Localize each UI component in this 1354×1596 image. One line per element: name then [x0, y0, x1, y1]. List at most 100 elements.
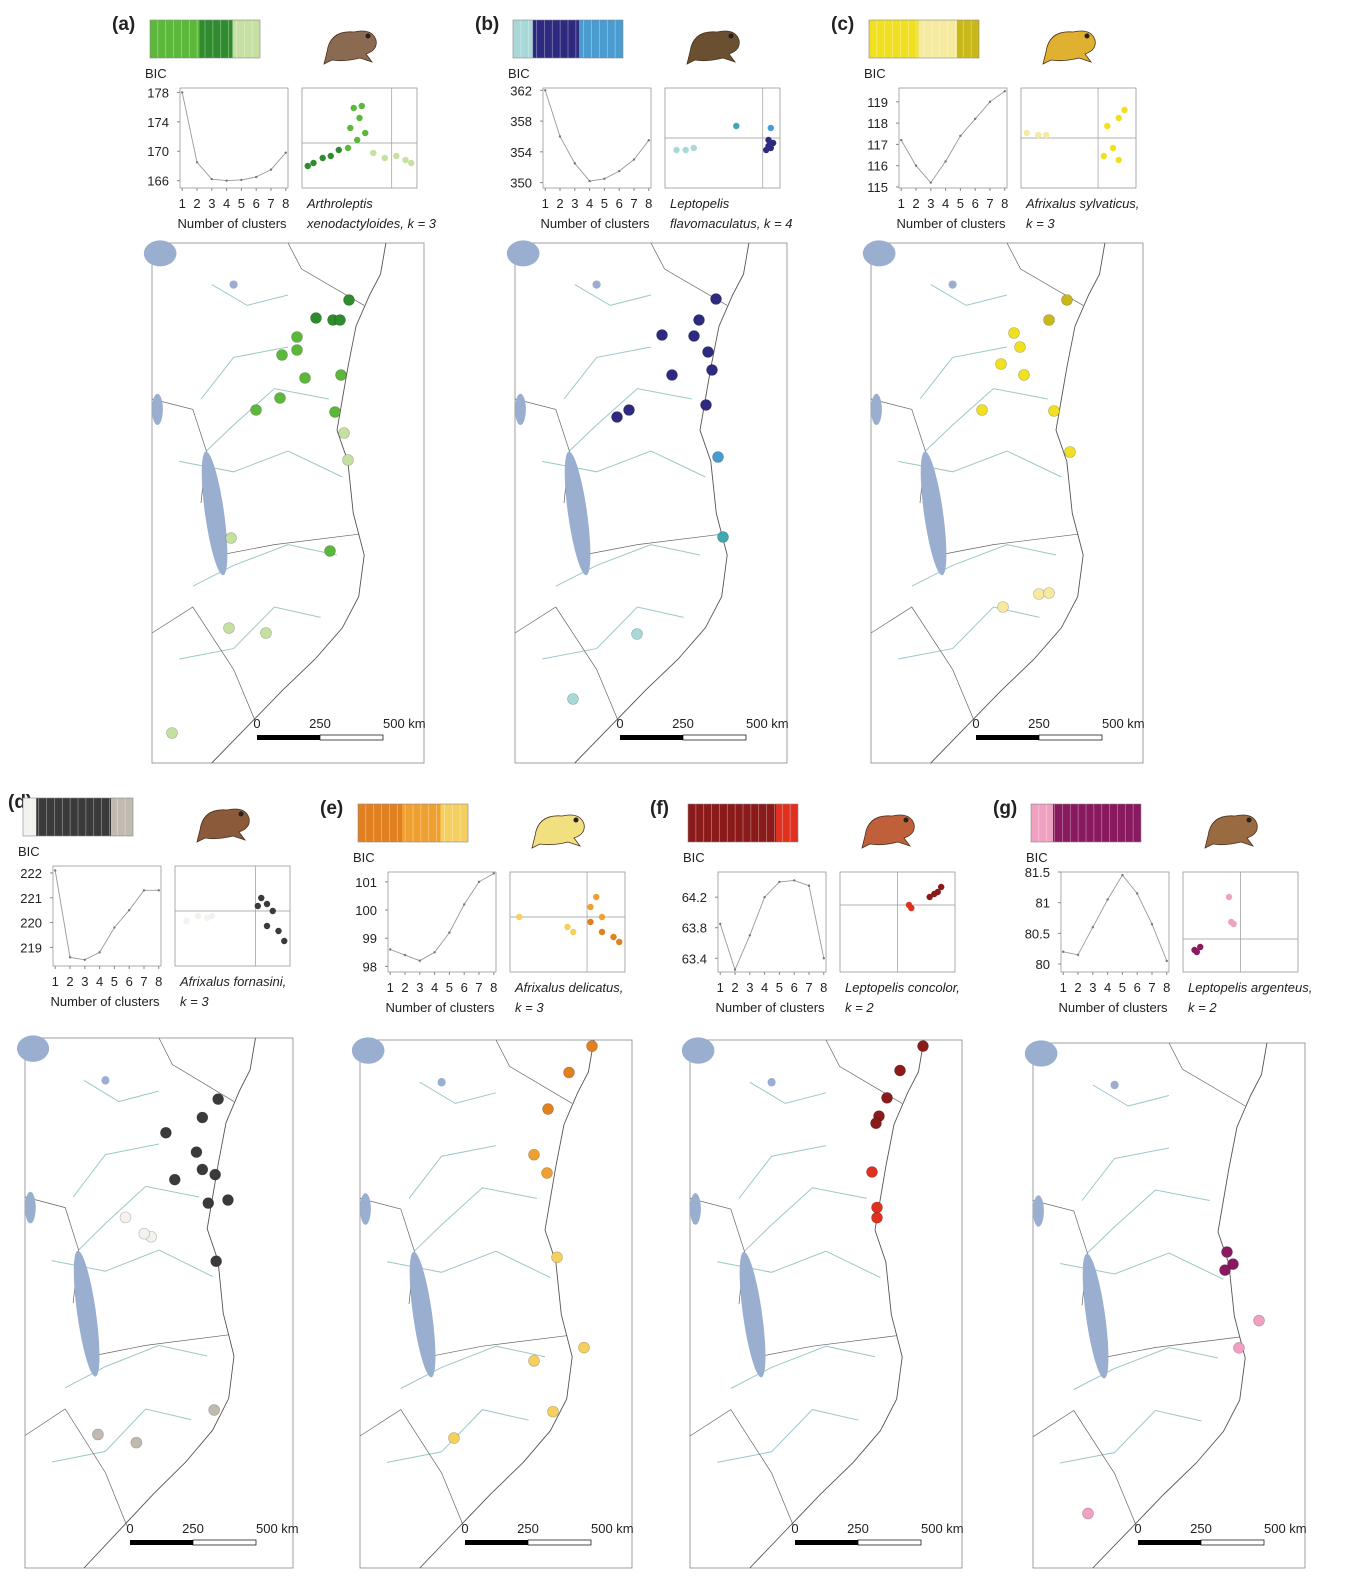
dapc-point: [616, 939, 622, 945]
y-tick-label: 81.5: [1025, 865, 1050, 880]
structure-segment: [1053, 804, 1141, 842]
site-dot: [703, 347, 714, 358]
bic-line: [390, 873, 494, 960]
dapc-point: [1024, 130, 1030, 136]
x-tick-label: 7: [986, 196, 993, 211]
site-dot: [1034, 589, 1045, 600]
site-dot: [1019, 370, 1030, 381]
x-tick-label: 3: [746, 980, 753, 995]
x-tick-label: 6: [791, 980, 798, 995]
site-dot: [667, 370, 678, 381]
scale-label: 250: [309, 716, 331, 731]
y-tick-label: 115: [867, 180, 888, 195]
x-tick-label: 8: [155, 974, 162, 989]
dapc-point: [408, 160, 414, 166]
y-tick-label: 178: [147, 85, 169, 100]
bic-point: [404, 954, 406, 956]
scale-label: 0: [1134, 1521, 1141, 1536]
y-axis-title: BIC: [864, 66, 886, 81]
x-tick-label: 5: [446, 980, 453, 995]
x-tick-label: 2: [1074, 980, 1081, 995]
scale-black: [620, 735, 683, 740]
x-tick-label: 2: [731, 980, 738, 995]
scale-label: 500 km: [256, 1521, 299, 1536]
lake-small: [949, 280, 957, 288]
site-dot: [209, 1405, 220, 1416]
dapc-point: [336, 147, 342, 153]
bic-point: [1077, 954, 1079, 956]
dapc-point: [183, 918, 189, 924]
y-tick-label: 358: [510, 114, 532, 129]
site-dot: [568, 694, 579, 705]
dapc-point: [1104, 123, 1110, 129]
site-dot: [548, 1406, 559, 1417]
bic-point: [54, 869, 56, 871]
structure-segment: [150, 20, 200, 58]
x-tick-label: 3: [571, 196, 578, 211]
x-tick-label: 1: [179, 196, 186, 211]
x-tick-label: 7: [805, 980, 812, 995]
structure-segment: [688, 804, 776, 842]
species-caption: flavomaculatus, k = 4: [670, 216, 792, 231]
dapc-point: [1110, 145, 1116, 151]
species-caption: Afrixalus delicatus,: [514, 980, 623, 995]
x-tick-label: 5: [957, 196, 964, 211]
lake-tanganyika: [871, 394, 882, 425]
x-axis-title: Number of clusters: [715, 1000, 825, 1015]
lake-small: [438, 1078, 446, 1086]
dapc-point: [938, 884, 944, 890]
lake-small: [1111, 1081, 1119, 1089]
bic-point: [419, 960, 421, 962]
bic-frame: [543, 88, 651, 188]
bic-point: [389, 948, 391, 950]
structure-segment: [579, 20, 623, 58]
bic-point: [808, 885, 810, 887]
bic-point: [84, 959, 86, 961]
x-tick-label: 3: [208, 196, 215, 211]
site-dot: [872, 1212, 883, 1223]
x-tick-label: 7: [267, 196, 274, 211]
y-tick-label: 219: [20, 940, 42, 955]
scale-label: 0: [126, 1521, 133, 1536]
dapc-point: [691, 145, 697, 151]
site-dot: [542, 1168, 553, 1179]
dapc-point: [587, 904, 593, 910]
dapc-point: [362, 130, 368, 136]
site-dot: [191, 1147, 202, 1158]
site-dot: [543, 1104, 554, 1115]
bic-point: [618, 170, 620, 172]
site-dot: [211, 1256, 222, 1267]
site-dot: [330, 407, 341, 418]
y-tick-label: 63.4: [682, 951, 707, 966]
x-tick-label: 7: [630, 196, 637, 211]
site-dot: [552, 1252, 563, 1263]
x-tick-label: 3: [927, 196, 934, 211]
site-dot: [343, 455, 354, 466]
y-tick-label: 170: [147, 144, 169, 159]
bic-line: [720, 880, 824, 969]
site-dot: [167, 728, 178, 739]
bic-point: [793, 879, 795, 881]
bic-point: [211, 178, 213, 180]
species-caption: Leptopelis: [670, 196, 730, 211]
lake-victoria: [863, 240, 896, 266]
site-dot: [624, 405, 635, 416]
site-dot: [1065, 447, 1076, 458]
bic-line: [901, 91, 1005, 183]
dapc-point: [1043, 132, 1049, 138]
panel-label: (a): [112, 14, 135, 35]
lake-tanganyika: [1033, 1195, 1044, 1227]
site-dot: [1015, 342, 1026, 353]
lake-victoria: [507, 240, 540, 266]
x-tick-label: 4: [586, 196, 593, 211]
lake-victoria: [144, 240, 177, 266]
dapc-point: [347, 125, 353, 131]
site-dot: [713, 452, 724, 463]
bic-point: [959, 135, 961, 137]
y-tick-label: 350: [510, 176, 532, 191]
bic-point: [181, 91, 183, 93]
panel-label: (g): [993, 798, 1017, 819]
bic-point: [196, 161, 198, 163]
site-dot: [996, 359, 1007, 370]
species-caption: k = 3: [515, 1000, 544, 1015]
